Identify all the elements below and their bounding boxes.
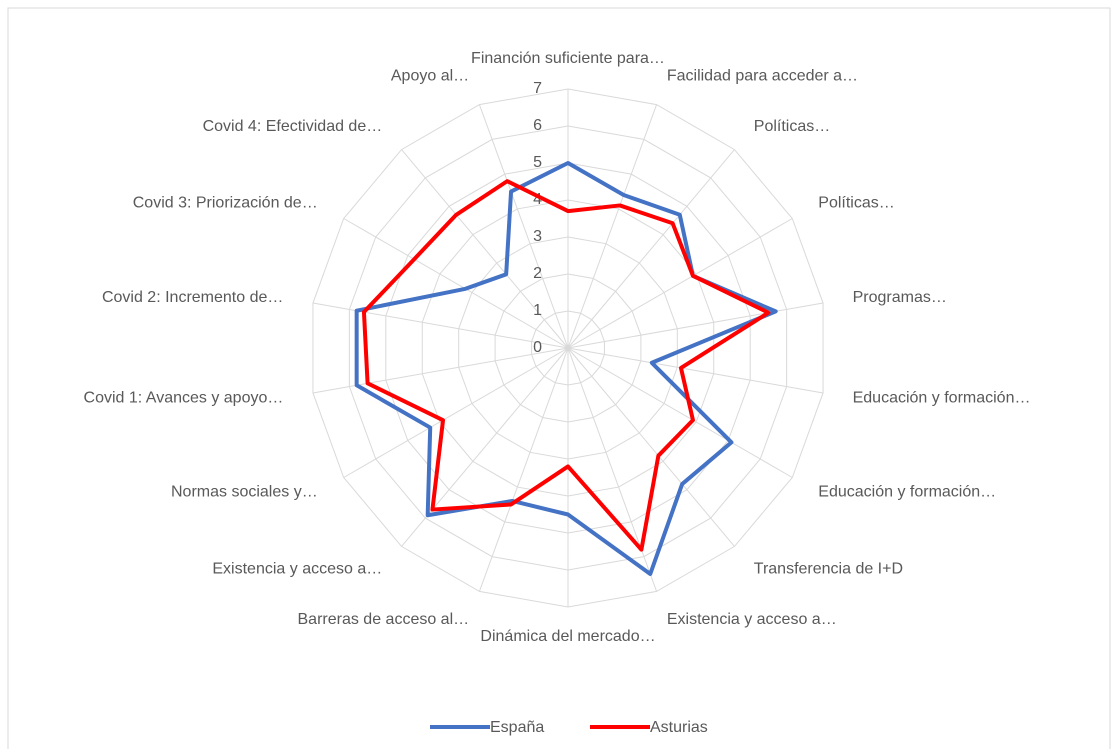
category-label: Programas… xyxy=(853,289,947,306)
category-label: Facilidad para acceder a… xyxy=(667,68,858,85)
spoke xyxy=(478,104,569,349)
category-label: Covid 2: Incremento de… xyxy=(102,289,283,306)
r-tick-label: 2 xyxy=(533,265,542,282)
spoke xyxy=(567,104,658,349)
spoke xyxy=(567,347,824,394)
category-label: Educación y formación… xyxy=(853,389,1031,406)
spoke xyxy=(567,149,735,349)
category-label: Políticas… xyxy=(754,118,830,135)
r-tick-label: 5 xyxy=(533,154,542,171)
r-tick-label: 7 xyxy=(533,80,542,97)
spoke xyxy=(401,149,569,349)
spoke xyxy=(567,347,793,478)
spoke xyxy=(478,347,569,592)
spoke xyxy=(567,218,793,349)
category-label: Apoyo al… xyxy=(391,68,469,85)
category-label: Normas sociales y… xyxy=(171,484,318,501)
category-label: Barreras de acceso al… xyxy=(298,611,470,628)
spoke xyxy=(567,347,735,547)
legend-label: Asturias xyxy=(650,719,708,736)
legend-label: España xyxy=(490,719,544,736)
spoke xyxy=(343,218,569,349)
spoke xyxy=(567,302,824,349)
category-label: Existencia y acceso a… xyxy=(212,561,382,578)
r-tick-label: 6 xyxy=(533,117,542,134)
category-label: Dinámica del mercado… xyxy=(480,628,655,645)
r-tick-label: 3 xyxy=(533,228,542,245)
r-tick-label: 0 xyxy=(533,339,542,356)
category-label: Covid 3: Priorización de… xyxy=(133,195,318,212)
r-tick-label: 1 xyxy=(533,302,542,319)
category-label: Existencia y acceso a… xyxy=(667,611,837,628)
category-label: Financión suficiente para… xyxy=(471,50,665,67)
category-label: Covid 1: Avances y apoyo… xyxy=(84,389,284,406)
category-label: Educación y formación… xyxy=(818,484,996,501)
category-label: Políticas… xyxy=(818,195,894,212)
chart-frame xyxy=(7,7,1111,754)
series-line xyxy=(361,179,771,552)
r-tick-label: 4 xyxy=(533,191,542,208)
spoke xyxy=(343,347,569,478)
category-label: Transferencia de I+D xyxy=(754,561,903,578)
category-label: Covid 4: Efectividad de… xyxy=(203,118,383,135)
